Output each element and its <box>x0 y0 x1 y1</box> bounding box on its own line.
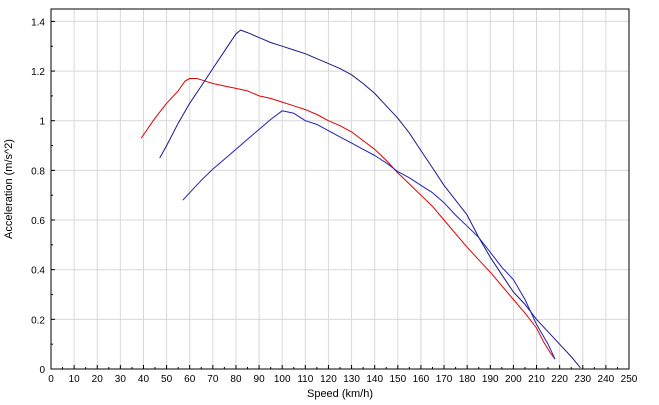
series-line-navy <box>159 29 581 369</box>
series-layer <box>140 29 581 369</box>
x-tick-label: 80 <box>230 374 242 385</box>
x-tick-label: 30 <box>115 374 127 385</box>
y-tick-label: 1 <box>39 117 45 128</box>
x-tick-label: 220 <box>551 374 568 385</box>
x-tick-label: 200 <box>505 374 522 385</box>
x-tick-label: 90 <box>254 374 266 385</box>
x-tick-label: 210 <box>528 374 545 385</box>
x-tick-label: 170 <box>436 374 453 385</box>
x-tick-label: 0 <box>48 374 54 385</box>
y-tick-label: 1.4 <box>31 17 45 28</box>
y-tick-label: 0.8 <box>31 166 45 177</box>
x-tick-label: 70 <box>207 374 219 385</box>
x-tick-label: 40 <box>138 374 150 385</box>
x-tick-label: 100 <box>274 374 291 385</box>
y-tick-label: 0.4 <box>31 266 45 277</box>
x-tick-label: 20 <box>92 374 104 385</box>
x-axis-label: Speed (km/h) <box>307 388 373 400</box>
ticks: 0 10 20 30 40 50 60 70 80 90 100 110 120 130 140 150 160… <box>31 17 638 385</box>
x-tick-label: 60 <box>184 374 196 385</box>
x-tick-label: 10 <box>69 374 81 385</box>
y-tick-label: 1.2 <box>31 67 45 78</box>
x-tick-label: 140 <box>366 374 383 385</box>
x-tick-label: 120 <box>320 374 337 385</box>
x-tick-label: 130 <box>343 374 360 385</box>
series-line-blue <box>182 110 556 360</box>
x-tick-label: 180 <box>459 374 476 385</box>
x-tick-label: 230 <box>574 374 591 385</box>
series-line-red <box>140 78 556 360</box>
y-tick-label: 0.6 <box>31 216 45 227</box>
y-tick-label: 0.2 <box>31 315 45 326</box>
x-tick-label: 160 <box>413 374 430 385</box>
x-tick-label: 190 <box>482 374 499 385</box>
y-tick-label: 0 <box>39 365 45 376</box>
grid <box>51 9 629 369</box>
x-tick-label: 110 <box>297 374 313 385</box>
x-tick-label: 50 <box>161 374 173 385</box>
x-tick-label: 250 <box>621 374 638 385</box>
x-tick-label: 240 <box>598 374 615 385</box>
x-tick-label: 150 <box>389 374 406 385</box>
y-axis-label: Acceleration (m/s^2) <box>3 139 15 239</box>
